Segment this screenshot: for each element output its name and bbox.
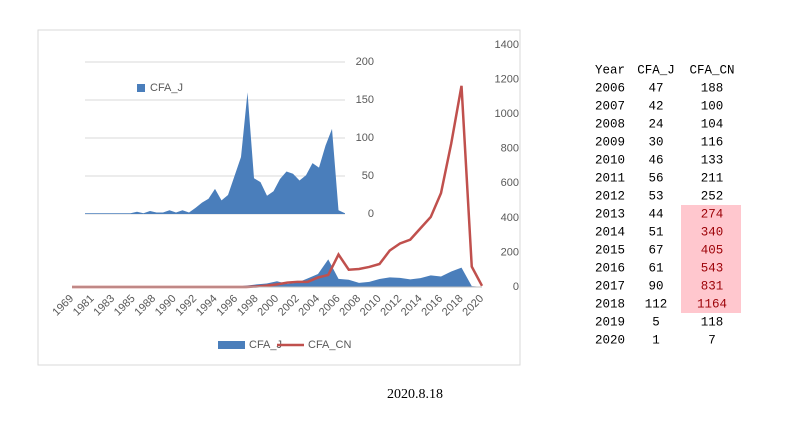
- y-tick-label: 150: [356, 94, 374, 106]
- table-cell: 53: [648, 189, 663, 203]
- legend-swatch: [218, 341, 245, 349]
- table-cell: 61: [648, 261, 663, 275]
- legend-label: CFA_J: [150, 82, 183, 94]
- table-cell: 340: [701, 225, 724, 239]
- table-cell: 2011: [595, 171, 625, 185]
- area: [72, 259, 482, 287]
- cell-highlight: [681, 223, 741, 241]
- table-cell: 2009: [595, 135, 625, 149]
- table-cell: 116: [701, 135, 724, 149]
- table-cell: 831: [701, 279, 724, 293]
- y-tick-label: 1000: [495, 108, 519, 120]
- table-cell: 252: [701, 189, 724, 203]
- legend-label: CFA_CN: [308, 339, 351, 351]
- table-cell: 1: [652, 333, 660, 347]
- table-cell: 405: [701, 243, 724, 257]
- table-cell: 30: [648, 135, 663, 149]
- table-cell: 90: [648, 279, 663, 293]
- table-header: Year: [595, 63, 625, 77]
- table: Year CFA_J CFA_CN 2006 47 188 2007 42 100 2008 24 1…: [595, 63, 741, 347]
- table-cell: 2019: [595, 315, 625, 329]
- table-cell: 1164: [697, 297, 727, 311]
- table-cell: 56: [648, 171, 663, 185]
- y-tick-label: 200: [356, 56, 374, 68]
- y-tick-label: 200: [501, 246, 519, 258]
- table-cell: 112: [645, 297, 668, 311]
- table-cell: 7: [708, 333, 716, 347]
- y-tick-label: 0: [368, 208, 374, 220]
- footer-date: 2020.8.18: [387, 387, 443, 402]
- table-cell: 2016: [595, 261, 625, 275]
- table-header: CFA_CN: [689, 63, 734, 77]
- y-tick-label: 1400: [495, 39, 519, 51]
- table-cell: 211: [701, 171, 724, 185]
- table-cell: 2013: [595, 207, 625, 221]
- y-tick-label: 600: [501, 177, 519, 189]
- cell-highlight: [681, 241, 741, 259]
- table-cell: 118: [701, 315, 724, 329]
- legend-swatch: [137, 84, 145, 92]
- table-header: CFA_J: [637, 63, 675, 77]
- table-cell: 51: [648, 225, 663, 239]
- table-cell: 2018: [595, 297, 625, 311]
- cell-highlight: [681, 277, 741, 295]
- y-tick-label: 100: [356, 132, 374, 144]
- table-cell: 188: [701, 81, 724, 95]
- table-cell: 2020: [595, 333, 625, 347]
- y-tick-label: 800: [501, 143, 519, 155]
- legend-label: CFA_J: [249, 339, 282, 351]
- table-cell: 2015: [595, 243, 625, 257]
- cell-highlight: [681, 295, 741, 313]
- table-cell: 5: [652, 315, 660, 329]
- y-tick-label: 1200: [495, 73, 519, 85]
- table-cell: 133: [701, 153, 724, 167]
- table-cell: 42: [648, 99, 663, 113]
- area: [85, 92, 345, 214]
- table-cell: 46: [648, 153, 663, 167]
- table-cell: 104: [701, 117, 724, 131]
- table-cell: 67: [648, 243, 663, 257]
- table-cell: 2006: [595, 81, 625, 95]
- table-cell: 2008: [595, 117, 625, 131]
- table-cell: 24: [648, 117, 663, 131]
- cell-highlight: [681, 205, 741, 223]
- y-tick-label: 50: [362, 170, 374, 182]
- cell-highlight: [681, 259, 741, 277]
- table-cell: 100: [701, 99, 724, 113]
- table-cell: 2017: [595, 279, 625, 293]
- table-cell: 44: [648, 207, 663, 221]
- table-cell: 2010: [595, 153, 625, 167]
- table-cell: 543: [701, 261, 724, 275]
- y-tick-label: 0: [513, 281, 519, 293]
- table-cell: 2007: [595, 99, 625, 113]
- table-cell: 2014: [595, 225, 625, 239]
- table-cell: 47: [648, 81, 663, 95]
- table-cell: 274: [701, 207, 724, 221]
- table-cell: 2012: [595, 189, 625, 203]
- y-tick-label: 400: [501, 212, 519, 224]
